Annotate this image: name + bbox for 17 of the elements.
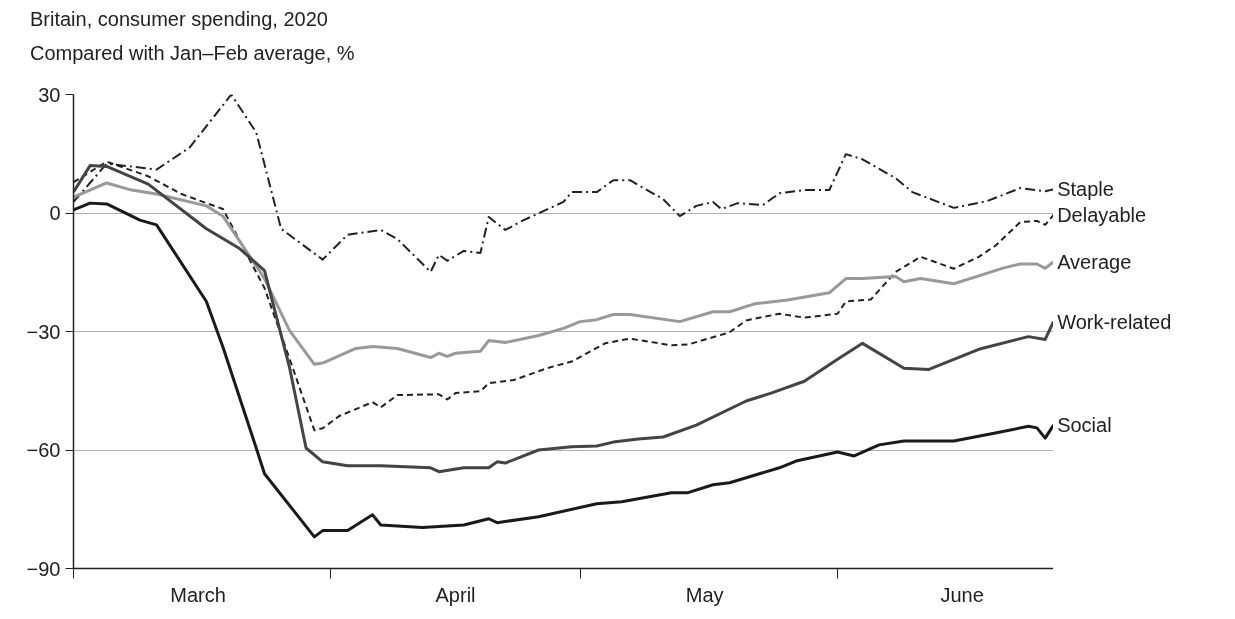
x-tick-label: March <box>170 583 226 606</box>
series-label: Social <box>1057 414 1112 437</box>
y-tick-label: −60 <box>26 439 61 461</box>
x-tick-label: April <box>435 583 476 606</box>
y-tick-label: 0 <box>49 202 61 224</box>
series-label: Delayable <box>1057 203 1147 226</box>
y-tick-label: 30 <box>38 83 61 106</box>
y-tick-label: −30 <box>26 320 61 343</box>
chart-title: Britain, consumer spending, 2020 <box>30 7 328 32</box>
series-label: Work-related <box>1057 310 1172 333</box>
line-series <box>73 181 1053 366</box>
x-tick-label: May <box>685 583 724 606</box>
y-tick-label: −90 <box>26 557 61 580</box>
x-tick-label: June <box>940 583 984 606</box>
series-label: Staple <box>1057 178 1114 201</box>
chart-subtitle: Compared with Jan–Feb average, % <box>30 41 355 66</box>
series-label: Average <box>1057 250 1132 273</box>
